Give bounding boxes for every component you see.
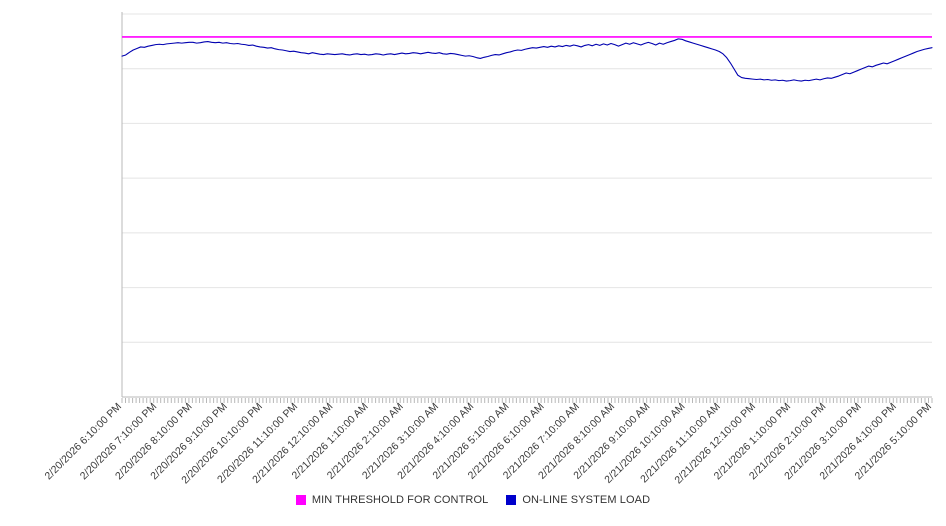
chart-legend: MIN THRESHOLD FOR CONTROL ON-LINE SYSTEM…	[0, 494, 946, 506]
legend-item-min-threshold[interactable]: MIN THRESHOLD FOR CONTROL	[295, 494, 489, 506]
legend-item-online-system-load[interactable]: ON-LINE SYSTEM LOAD	[506, 494, 650, 506]
legend-swatch-online-system-load	[506, 495, 517, 505]
online-system-load-line	[121, 38, 933, 82]
gridlines	[122, 13, 932, 343]
legend-label-online-system-load: ON-LINE SYSTEM LOAD	[522, 494, 651, 506]
legend-swatch-min-threshold	[295, 495, 306, 505]
x-axis-tick-labels: 2/20/2026 6:10:00 PM2/20/2026 7:10:00 PM…	[43, 401, 935, 487]
chart-plot-area: 2/20/2026 6:10:00 PM2/20/2026 7:10:00 PM…	[43, 12, 935, 487]
x-axis-ticks	[121, 398, 933, 403]
axis-lines	[121, 12, 932, 398]
legend-label-min-threshold: MIN THRESHOLD FOR CONTROL	[311, 494, 489, 506]
